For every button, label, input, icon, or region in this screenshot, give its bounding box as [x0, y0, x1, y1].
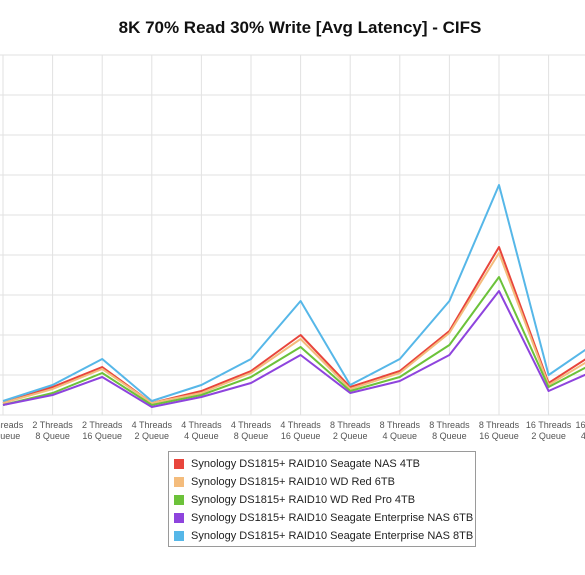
series-line-3 — [2, 276, 585, 406]
x-tick-label: 4 Threads — [280, 420, 321, 430]
x-tick-label: 4 Threads — [231, 420, 272, 430]
legend-label: Synology DS1815+ RAID10 Seagate Enterpri… — [191, 512, 474, 524]
x-tick-label: 2 Queue — [531, 431, 566, 441]
x-tick-label: 16 Threads — [576, 420, 585, 430]
legend-swatch — [174, 477, 184, 487]
x-tick-label: 16 Queue — [479, 431, 519, 441]
x-tick-label: 8 Threads — [429, 420, 470, 430]
x-tick-label: 8 Threads — [380, 420, 421, 430]
legend-swatch — [174, 531, 184, 541]
legend-swatch — [174, 513, 184, 523]
chart-legend: Synology DS1815+ RAID10 Seagate NAS 4TB S… — [168, 451, 476, 547]
chart-title: 8K 70% Read 30% Write [Avg Latency] - CI… — [118, 18, 482, 37]
legend-swatch — [174, 459, 184, 469]
legend-item[interactable]: Synology DS1815+ RAID10 WD Red 6TB — [169, 473, 475, 491]
series-line-1 — [2, 246, 585, 404]
legend-label: Synology DS1815+ RAID10 Seagate Enterpri… — [191, 530, 474, 542]
series-line-2 — [2, 252, 585, 404]
legend-item[interactable]: Synology DS1815+ RAID10 Seagate Enterpri… — [169, 527, 475, 545]
x-tick-label: 2 Threads — [82, 420, 123, 430]
series-line-4 — [2, 290, 585, 408]
x-tick-label: 2 Threads — [32, 420, 73, 430]
x-tick-label: 8 Threads — [479, 420, 520, 430]
legend-label: Synology DS1815+ RAID10 WD Red 6TB — [191, 476, 395, 488]
legend-item[interactable]: Synology DS1815+ RAID10 Seagate Enterpri… — [169, 509, 475, 527]
legend-label: Synology DS1815+ RAID10 WD Red Pro 4TB — [191, 494, 416, 506]
x-tick-label: 4 Threads — [181, 420, 222, 430]
legend-swatch — [174, 495, 184, 505]
x-tick-label: 2 Queue — [333, 431, 368, 441]
x-tick-label: 4 Queue — [581, 431, 585, 441]
x-tick-label: 8 Queue — [234, 431, 269, 441]
x-tick-label: 4 Queue — [383, 431, 418, 441]
series-line-5 — [2, 184, 585, 402]
x-tick-label: 1 Threads — [0, 420, 24, 430]
series-lines — [2, 184, 585, 408]
x-tick-label: 4 Threads — [132, 420, 173, 430]
x-tick-label: 2 Queue — [135, 431, 170, 441]
legend-item[interactable]: Synology DS1815+ RAID10 Seagate NAS 4TB — [169, 455, 475, 473]
grid-lines — [0, 54, 585, 416]
x-tick-label: 4 Queue — [184, 431, 219, 441]
x-tick-label: 16 Threads — [526, 420, 572, 430]
x-tick-label: 16 Queue — [281, 431, 321, 441]
x-tick-label: 16 Queue — [82, 431, 122, 441]
legend-item[interactable]: Synology DS1815+ RAID10 WD Red Pro 4TB — [169, 491, 475, 509]
x-tick-label: 8 Queue — [35, 431, 70, 441]
x-tick-label: 8 Threads — [330, 420, 371, 430]
x-tick-label: 8 Queue — [432, 431, 467, 441]
legend-label: Synology DS1815+ RAID10 Seagate NAS 4TB — [191, 458, 420, 470]
x-tick-label: 8 Queue — [0, 431, 20, 441]
